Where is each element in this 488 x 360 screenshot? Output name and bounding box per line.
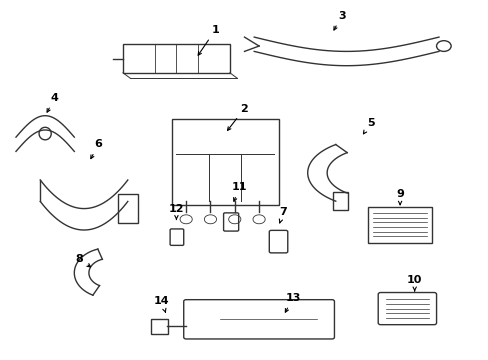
Text: 11: 11 <box>231 182 247 201</box>
Text: 13: 13 <box>285 293 300 312</box>
Text: 6: 6 <box>91 139 102 159</box>
Text: 3: 3 <box>333 11 345 30</box>
Text: 1: 1 <box>198 25 219 55</box>
Text: 8: 8 <box>75 253 90 267</box>
Text: 4: 4 <box>47 93 59 112</box>
Bar <box>333 192 347 210</box>
Text: 7: 7 <box>279 207 286 223</box>
Text: 10: 10 <box>406 275 422 291</box>
Text: 12: 12 <box>168 203 184 219</box>
Text: 14: 14 <box>154 296 169 312</box>
Text: 9: 9 <box>395 189 403 205</box>
Text: 2: 2 <box>227 104 248 130</box>
Bar <box>118 194 137 223</box>
Text: 5: 5 <box>363 118 374 134</box>
